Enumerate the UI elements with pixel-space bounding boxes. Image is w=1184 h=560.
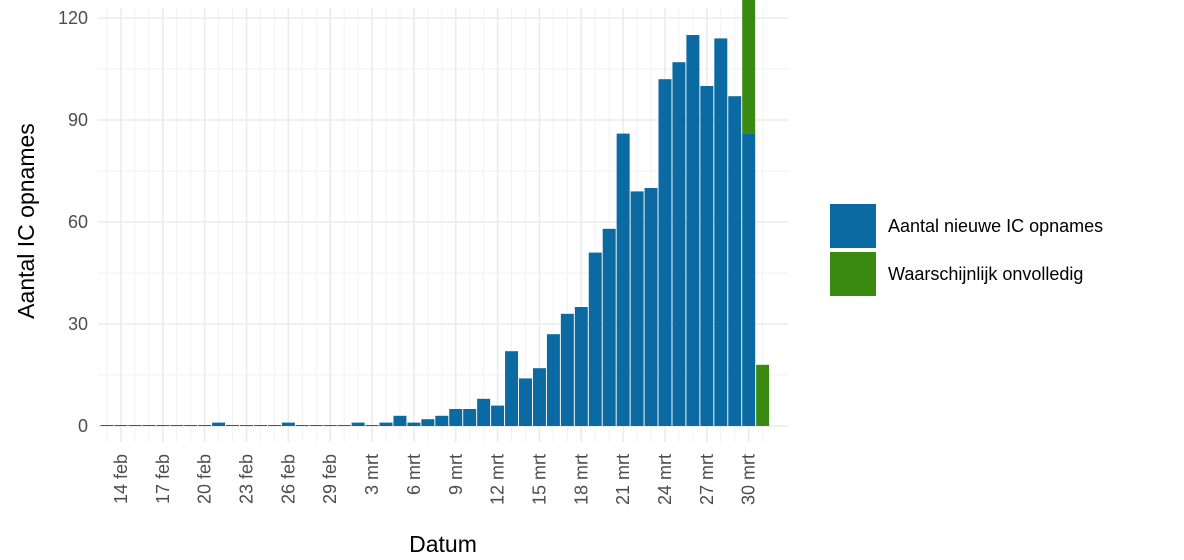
y-tick-label: 90 — [68, 110, 88, 130]
x-tick-label: 15 mrt — [529, 454, 549, 505]
bar-zero — [253, 425, 267, 426]
bar-zero — [100, 425, 114, 426]
bar: 17 mrt: 33 — [560, 313, 574, 426]
bar: 15 mrt: 17 — [532, 368, 546, 426]
bar-zero — [184, 425, 198, 426]
x-tick-label: 14 feb — [111, 454, 131, 504]
bar-zero — [323, 425, 337, 426]
y-tick-label: 0 — [78, 416, 88, 436]
bar: 29 mrt: 97 — [728, 96, 742, 426]
bar: 6 mrt: 1 — [407, 422, 421, 426]
bar: 16 mrt: 27 — [546, 334, 560, 426]
bar-zero — [198, 425, 212, 426]
x-tick-label: 27 mrt — [697, 454, 717, 505]
bar-zero — [114, 425, 128, 426]
bar-zero — [267, 425, 281, 426]
x-tick-labels: 14 feb 17 feb 20 feb 23 feb 26 feb 29 feb 3 mr… — [111, 454, 759, 505]
bar: 20 mrt: 58 — [602, 228, 616, 426]
bar: 27 mrt: 100 — [700, 86, 714, 426]
x-tick-label: 24 mrt — [655, 454, 675, 505]
bar-layer: 21 feb: 1 26 feb: 1 2 mrt: 1 4 mrt: 15 mrt:… — [100, 0, 770, 427]
bar: 31 mrt: 18 — [756, 364, 770, 426]
x-axis-title: Datum — [409, 531, 477, 557]
y-tick-label: 120 — [58, 8, 88, 28]
bar: 25 mrt: 107 — [672, 62, 686, 426]
bar-zero — [337, 425, 351, 426]
bar: 9 mrt: 5 — [449, 409, 463, 426]
bar: 24 mrt: 102 — [658, 79, 672, 426]
y-axis-title: Aantal IC opnames — [13, 123, 39, 319]
bar: 19 mrt: 51 — [588, 252, 602, 426]
bar: 26 feb: 1 — [281, 422, 295, 426]
x-tick-label: 21 mrt — [613, 454, 633, 505]
bar: 21 feb: 1 — [212, 422, 226, 426]
bar-zero — [128, 425, 142, 426]
bar: 13 mrt: 22 — [505, 351, 519, 426]
bar-zero — [240, 425, 253, 426]
y-tick-label: 60 — [68, 212, 88, 232]
legend: Aantal nieuwe IC opnames Waarschijnlijk o… — [830, 204, 1103, 296]
bar-zero — [156, 425, 170, 426]
x-tick-label: 6 mrt — [404, 454, 424, 495]
x-tick-label: 20 feb — [195, 454, 215, 504]
bar: 23 mrt: 70 — [644, 188, 658, 426]
x-tick-label: 23 feb — [237, 454, 257, 504]
bar: 7 mrt: 2 — [421, 419, 435, 426]
bar: 14 mrt: 14 — [519, 378, 532, 426]
x-tick-label: 29 feb — [320, 454, 340, 504]
bar-zero — [226, 425, 240, 426]
bar: 11 mrt: 8 — [477, 398, 491, 426]
x-tick-label: 9 mrt — [446, 454, 466, 495]
legend-key — [830, 204, 876, 248]
bar: 8 mrt: 3 — [435, 415, 449, 426]
bar: 22 mrt: 69 — [630, 191, 644, 426]
x-tick-label: 3 mrt — [362, 454, 382, 495]
legend-key — [830, 252, 876, 296]
bar-zero — [295, 425, 309, 426]
x-tick-label: 17 feb — [153, 454, 173, 504]
bar-zero — [170, 425, 184, 426]
bar: 4 mrt: 1 — [379, 422, 393, 426]
bar-zero — [142, 425, 156, 426]
bar: 18 mrt: 35 — [574, 307, 588, 426]
legend-label: Waarschijnlijk onvolledig — [888, 264, 1083, 284]
y-tick-labels: 0 30 60 90 120 — [58, 8, 88, 436]
bar: 28 mrt: 114 — [714, 38, 728, 427]
bar: 30 mrt: 95 — [742, 0, 756, 134]
bar: 30 mrt: 86 — [742, 133, 756, 426]
bar: 5 mrt: 3 — [393, 415, 407, 426]
bar: 26 mrt: 115 — [686, 35, 700, 426]
bar-zero — [309, 425, 323, 426]
x-tick-label: 30 mrt — [739, 454, 759, 505]
x-tick-label: 12 mrt — [488, 454, 508, 505]
bar: 10 mrt: 5 — [463, 409, 477, 426]
legend-label: Aantal nieuwe IC opnames — [888, 216, 1103, 236]
y-tick-label: 30 — [68, 314, 88, 334]
bar-zero — [365, 425, 379, 426]
x-tick-label: 26 feb — [278, 454, 298, 504]
x-tick-label: 18 mrt — [571, 454, 591, 505]
bar: 2 mrt: 1 — [351, 422, 365, 426]
bar: 21 mrt: 86 — [616, 133, 630, 426]
bar: 12 mrt: 6 — [491, 405, 505, 426]
